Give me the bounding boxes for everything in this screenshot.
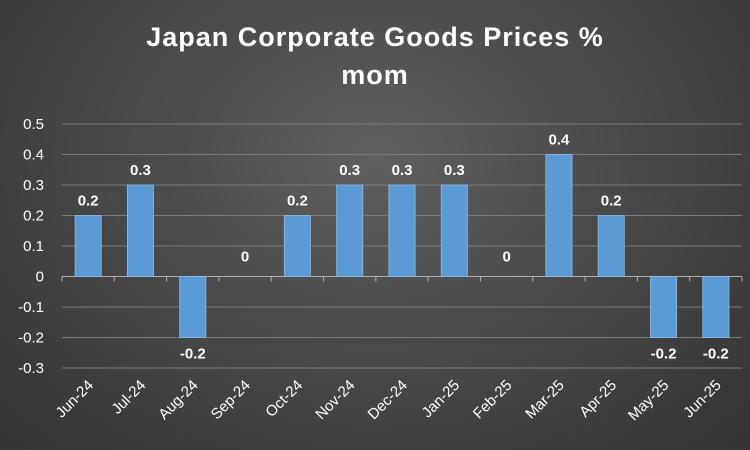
y-tick-label: 0.5 [23,116,44,133]
x-tick-label: Aug-24 [155,377,201,423]
data-label: 0.3 [130,162,151,179]
y-tick-label: 0.4 [23,147,44,164]
x-tick-label: Oct-24 [262,377,306,421]
x-tick-label: Jun-25 [680,377,724,421]
y-tick-label: -0.1 [18,299,44,316]
chart-title-line-1: Japan Corporate Goods Prices % [146,22,604,52]
chart-title: Japan Corporate Goods Prices % mom [0,18,750,94]
x-tick-label: Jul-24 [108,377,149,418]
data-label: 0.4 [548,132,570,149]
y-tick-label: -0.3 [18,360,44,377]
x-tick-label: Jan-25 [419,377,463,421]
data-label: 0.2 [287,193,308,210]
chart-title-line-2: mom [341,60,409,90]
x-tick-label: Jun-24 [53,377,97,421]
data-label: -0.2 [703,346,729,363]
y-tick-label: 0.1 [23,238,44,255]
data-label: 0 [502,249,510,266]
bar [388,184,416,277]
x-tick-label: Apr-25 [576,377,620,421]
y-tick-label: -0.2 [18,330,44,347]
data-label: 0.3 [444,162,465,179]
x-tick-label: Sep-24 [208,377,254,423]
data-label: 0.2 [601,193,622,210]
y-tick-label: 0.3 [23,177,44,194]
x-tick-label: Dec-24 [365,377,411,423]
bar [702,276,730,338]
data-label: 0.2 [78,193,99,210]
x-tick-label: Mar-25 [522,377,568,423]
bar [179,276,207,338]
y-tick-label: 0 [36,269,44,286]
bar [440,184,468,277]
bar [336,184,364,277]
data-label: -0.2 [180,346,206,363]
data-label: 0 [241,249,249,266]
y-tick-label: 0.2 [23,208,44,225]
bar [650,276,678,338]
data-label: 0.3 [339,162,360,179]
bar [126,184,154,277]
x-tick-label: Feb-25 [470,377,516,423]
bar [545,154,573,277]
bar [597,215,625,277]
x-tick-label: Nov-24 [312,377,358,423]
data-label: -0.2 [651,346,677,363]
x-tick-label: May-25 [625,377,672,424]
bar [74,215,102,277]
bar [283,215,311,277]
data-label: 0.3 [392,162,413,179]
